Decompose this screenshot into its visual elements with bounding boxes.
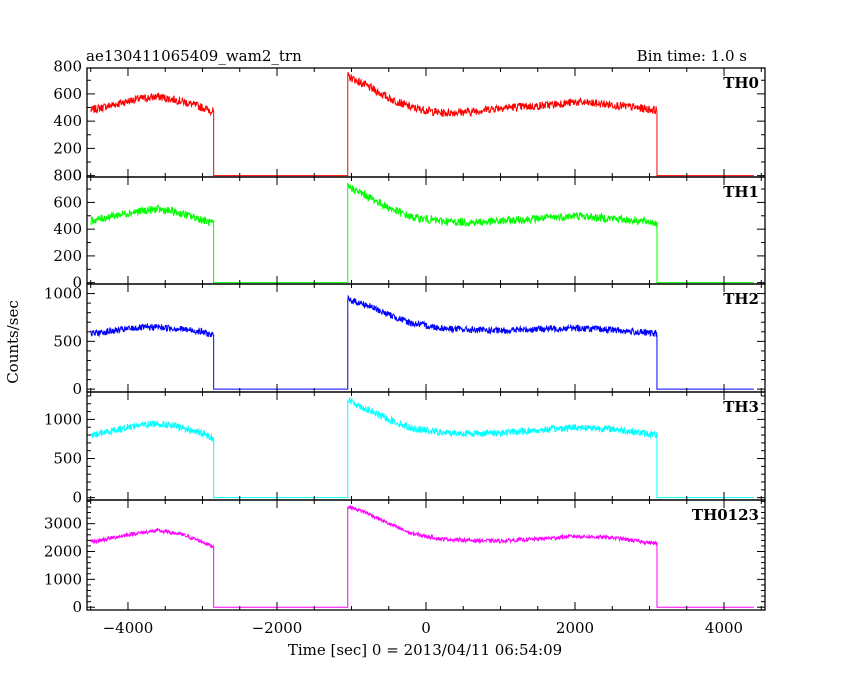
y-tick-label: 1000 bbox=[44, 285, 82, 303]
y-tick-label: 0 bbox=[72, 380, 82, 398]
panel-th0: 0 200 400 600 800 TH0 bbox=[53, 58, 766, 185]
x-tick-label: 2000 bbox=[556, 619, 594, 637]
panel-label: TH0 bbox=[723, 74, 759, 92]
panel-frame bbox=[86, 176, 766, 285]
y-tick-label: 200 bbox=[53, 247, 82, 265]
y-tick-label: 0 bbox=[72, 489, 82, 507]
x-tick-label: 4000 bbox=[705, 619, 743, 637]
x-tick-label: −2000 bbox=[252, 619, 303, 637]
x-tick-label: 0 bbox=[421, 619, 431, 637]
x-tick-label: −4000 bbox=[103, 619, 154, 637]
panel-frame bbox=[86, 499, 766, 611]
y-tick-label: 400 bbox=[53, 220, 82, 238]
series-line-th2 bbox=[90, 294, 754, 390]
panel-frame bbox=[86, 283, 766, 393]
panel-frame bbox=[86, 67, 766, 178]
series-line-th0 bbox=[90, 72, 754, 177]
series-line-th3 bbox=[90, 397, 754, 499]
panel-th0123: 0 1000 2000 3000 TH0123 bbox=[44, 499, 766, 616]
panel-th3: 0 500 1000 TH3 bbox=[44, 391, 766, 507]
series-line-th0123 bbox=[90, 505, 754, 608]
y-tick-label: 800 bbox=[53, 167, 82, 185]
y-tick-label: 3000 bbox=[44, 515, 82, 533]
y-tick-label: 0 bbox=[72, 167, 82, 185]
y-tick-label: 200 bbox=[53, 139, 82, 157]
panel-label: TH2 bbox=[723, 290, 759, 308]
panel-label: TH3 bbox=[723, 398, 759, 416]
x-axis: −4000 −2000 0 2000 4000 bbox=[103, 619, 744, 637]
y-tick-label: 500 bbox=[53, 332, 82, 350]
y-tick-label: 0 bbox=[72, 274, 82, 292]
y-tick-label: 0 bbox=[72, 598, 82, 616]
y-tick-label: 2000 bbox=[44, 543, 82, 561]
panel-label: TH1 bbox=[723, 183, 759, 201]
chart-title: ae130411065409_wam2_trn bbox=[86, 47, 302, 65]
y-tick-label: 600 bbox=[53, 193, 82, 211]
panel-th2: 0 500 1000 TH2 bbox=[44, 283, 766, 398]
panel-label: TH0123 bbox=[692, 506, 759, 524]
y-tick-label: 800 bbox=[53, 58, 82, 76]
panels-group: 0 200 400 600 800 TH0 0 200 400 600 800 TH1 0 500 1000… bbox=[44, 58, 766, 616]
y-tick-label: 500 bbox=[53, 450, 82, 468]
panel-th1: 0 200 400 600 800 TH1 bbox=[53, 167, 766, 292]
y-tick-label: 1000 bbox=[44, 410, 82, 428]
bin-time-label: Bin time: 1.0 s bbox=[637, 47, 747, 65]
y-tick-label: 600 bbox=[53, 85, 82, 103]
panel-frame bbox=[86, 391, 766, 501]
series-line-th1 bbox=[90, 182, 754, 284]
y-axis-label: Counts/sec bbox=[4, 300, 22, 384]
x-axis-label: Time [sec] 0 = 2013/04/11 06:54:09 bbox=[288, 641, 562, 659]
y-tick-label: 1000 bbox=[44, 570, 82, 588]
y-tick-label: 400 bbox=[53, 112, 82, 130]
